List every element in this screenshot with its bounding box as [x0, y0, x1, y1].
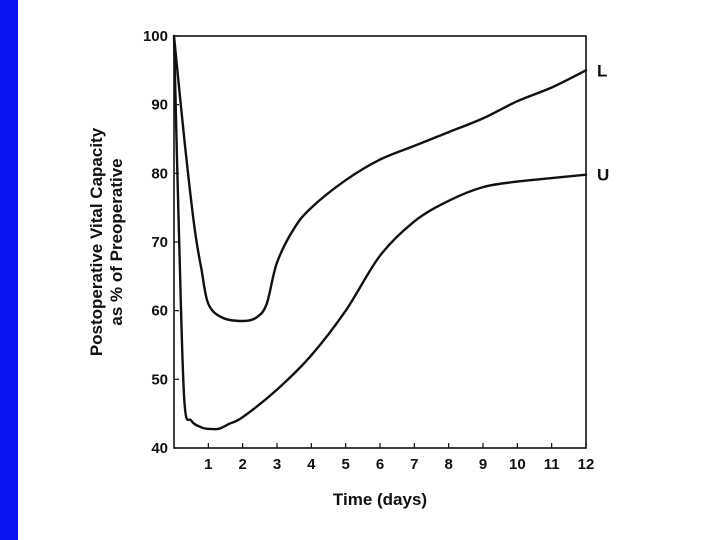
y-axis: 40 50 60 70 80 90 100	[143, 28, 179, 457]
series-label-u: U	[597, 166, 609, 185]
y-tick-label: 40	[151, 440, 168, 457]
series-label-l: L	[597, 61, 607, 80]
y-tick-label: 100	[143, 28, 168, 45]
y-tick-label: 50	[151, 371, 168, 388]
x-tick-label: 1	[204, 456, 212, 473]
x-axis-title: Time (days)	[333, 490, 427, 509]
series-line-u	[172, 34, 588, 431]
x-tick-label: 4	[307, 456, 316, 473]
series-group: LU	[172, 34, 609, 431]
slide-accent-bar	[0, 0, 18, 540]
x-tick-label: 5	[341, 456, 349, 473]
x-tick-label: 8	[444, 456, 452, 473]
x-tick-label: 12	[578, 456, 595, 473]
x-tick-label: 7	[410, 456, 418, 473]
x-tick-label: 9	[479, 456, 487, 473]
y-tick-label: 70	[151, 234, 168, 251]
x-axis: 1 2 3 4 5 6 7 8 9 10 11 12	[204, 443, 594, 473]
y-tick-label: 90	[151, 97, 168, 114]
x-tick-label: 3	[273, 456, 281, 473]
series-line-l	[172, 34, 588, 323]
y-tick-label: 80	[151, 165, 168, 182]
y-axis-title: Postoperative Vital Capacity as % of Pre…	[87, 127, 126, 356]
x-tick-label: 6	[376, 456, 384, 473]
y-axis-title-line-1: Postoperative Vital Capacity	[87, 127, 106, 356]
x-tick-label: 10	[509, 456, 526, 473]
y-axis-title-line-2: as % of Preoperative	[107, 158, 126, 325]
y-tick-label: 60	[151, 303, 168, 320]
x-tick-label: 2	[238, 456, 246, 473]
x-tick-label: 11	[544, 456, 560, 473]
